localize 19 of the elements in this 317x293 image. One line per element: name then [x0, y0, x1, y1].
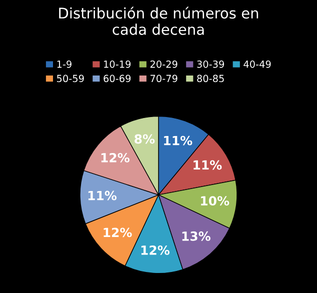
- data-label: 11%: [88, 190, 117, 200]
- legend-label: 80-85: [197, 74, 224, 82]
- legend-label: 30-39: [197, 60, 224, 68]
- data-label: 12%: [141, 245, 170, 255]
- data-label: 12%: [104, 228, 132, 238]
- legend-label: 40-49: [244, 60, 271, 68]
- data-label: 12%: [101, 152, 130, 162]
- data-label: 13%: [182, 231, 210, 241]
- legend-label: 70-79: [150, 74, 178, 82]
- legend-label: 20-29: [150, 60, 178, 68]
- legend-label: 60-69: [104, 74, 131, 82]
- legend-label: 10-19: [104, 60, 131, 68]
- legend-label: 1-9: [57, 60, 72, 68]
- data-label: 11%: [164, 136, 192, 146]
- data-label: 11%: [194, 160, 222, 170]
- chart-title: Distribución de números en cada decena: [59, 6, 258, 35]
- data-label: 10%: [201, 196, 230, 206]
- legend-label: 50-59: [57, 74, 84, 82]
- data-label: 8%: [134, 134, 155, 144]
